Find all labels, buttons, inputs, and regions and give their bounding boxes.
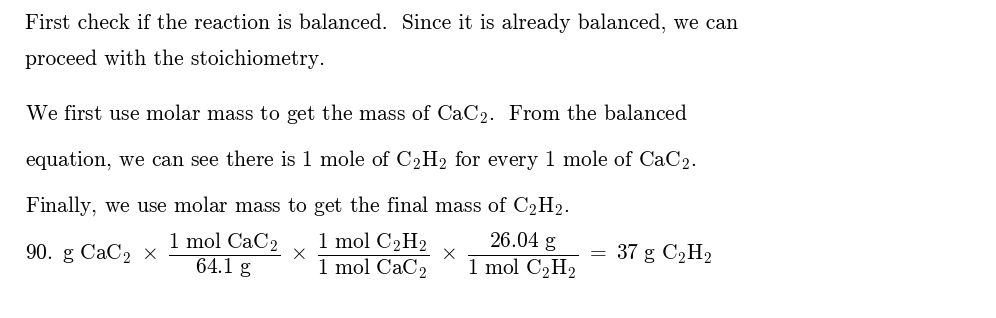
Text: proceed with the stoichiometry.: proceed with the stoichiometry. [25,49,325,69]
Text: equation, we can see there is 1 mole of C$_2$H$_2$ for every 1 mole of CaC$_2$.: equation, we can see there is 1 mole of … [25,148,696,172]
Text: Finally, we use molar mass to get the final mass of C$_2$H$_2$.: Finally, we use molar mass to get the fi… [25,194,570,218]
Text: First check if the reaction is balanced.  Since it is already balanced, we can: First check if the reaction is balanced.… [25,13,738,33]
Text: We first use molar mass to get the mass of CaC$_2$.  From the balanced: We first use molar mass to get the mass … [25,102,687,126]
Text: $90.\ \mathrm{g}\ \mathrm{CaC_2}\ \times\ \dfrac{1\ \mathrm{mol}\ \mathrm{CaC_2}: $90.\ \mathrm{g}\ \mathrm{CaC_2}\ \times… [25,231,712,281]
